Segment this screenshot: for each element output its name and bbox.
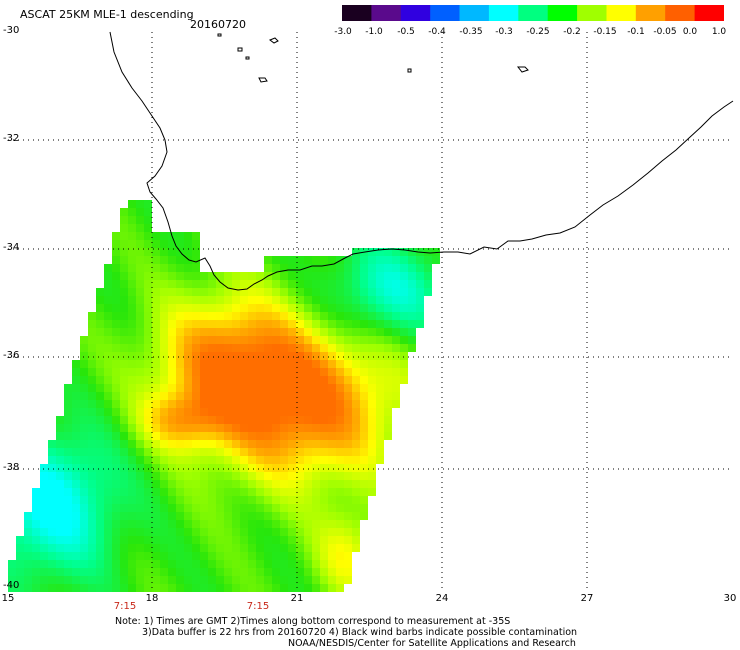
colorbar-tick-label: -0.05 xyxy=(653,27,677,37)
lon-label: 15 xyxy=(1,593,15,604)
wind-data-swath xyxy=(8,200,440,592)
footnote-line-1: Note: 1) Times are GMT 2)Times along bot… xyxy=(115,616,511,627)
product-title: ASCAT 25KM MLE-1 descending xyxy=(20,8,194,21)
colorbar-swatch xyxy=(694,5,724,21)
footnote-line-2: 3)Data buffer is 22 hrs from 20160720 4)… xyxy=(142,627,578,638)
colorbar-swatch xyxy=(400,5,431,21)
lon-label: 21 xyxy=(290,593,304,604)
colorbar-swatch xyxy=(430,5,461,21)
colorbar-swatch xyxy=(518,5,549,21)
colorbar-swatch xyxy=(342,5,372,21)
lat-label: -40 xyxy=(3,580,20,591)
colorbar-tick-label: -0.25 xyxy=(526,27,550,37)
lon-label: 30 xyxy=(723,593,737,604)
lon-label: 18 xyxy=(145,593,159,604)
lat-label: -30 xyxy=(3,25,20,36)
colorbar-swatch xyxy=(635,5,666,21)
colorbar-tick-label: -3.0 xyxy=(334,27,352,37)
colorbar-tick-label: -0.1 xyxy=(627,27,645,37)
product-date: 20160720 xyxy=(190,18,246,31)
colorbar-tick-label: -0.35 xyxy=(459,27,483,37)
colorbar-swatch xyxy=(488,5,519,21)
colorbar-swatch xyxy=(577,5,608,21)
colorbar-tick-label: -0.2 xyxy=(563,27,581,37)
colorbar-tick-label: -0.3 xyxy=(495,27,513,37)
colorbar-swatch xyxy=(459,5,490,21)
lat-lon-grid xyxy=(8,32,730,589)
lat-label: -34 xyxy=(3,242,20,253)
colorbar-tick-label: -0.4 xyxy=(428,27,446,37)
colorbar-tick-label: -0.5 xyxy=(397,27,415,37)
colorbar-tick-label: 0.0 xyxy=(682,27,698,37)
pass-time-label: 7:15 xyxy=(113,601,137,612)
colorbar-tick-label: 1.0 xyxy=(711,27,727,37)
lat-label: -32 xyxy=(3,133,20,144)
colorbar-tick-label: -0.15 xyxy=(593,27,617,37)
footnote-line-3: NOAA/NESDIS/Center for Satellite Applica… xyxy=(288,638,576,649)
colorbar-swatch xyxy=(547,5,578,21)
lat-label: -36 xyxy=(3,350,20,361)
colorbar-swatch xyxy=(665,5,696,21)
colorbar-tick-label: -1.0 xyxy=(365,27,383,37)
lat-label: -38 xyxy=(3,462,20,473)
pass-time-label: 7:15 xyxy=(246,601,270,612)
colorbar-swatch xyxy=(606,5,637,21)
colorbar-swatch xyxy=(371,5,402,21)
colorbar xyxy=(342,5,724,21)
lon-label: 27 xyxy=(580,593,594,604)
lon-label: 24 xyxy=(435,593,449,604)
coastline xyxy=(109,31,734,291)
offshore-islands xyxy=(217,33,529,83)
